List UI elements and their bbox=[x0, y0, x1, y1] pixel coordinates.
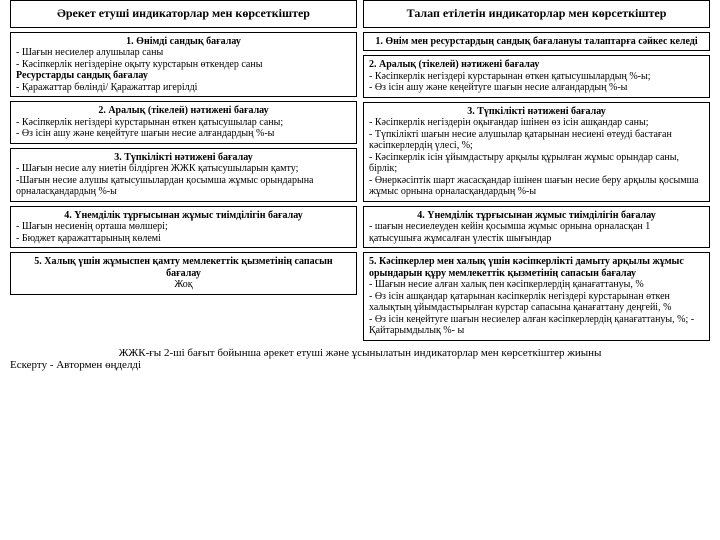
footer: ЖЖК-ғы 2-ші бағыт бойынша әрекет етуші ж… bbox=[10, 347, 710, 371]
right-box3-title: 3. Түпкілікті нәтижені бағалау bbox=[369, 106, 704, 118]
left-column: Әрекет етуші индикаторлар мен көрсеткішт… bbox=[10, 0, 357, 341]
text: -Шағын несие алушы қатысушылардан қосымш… bbox=[16, 175, 351, 198]
footer-note: Ескерту - Автормен өңделді bbox=[10, 359, 710, 371]
right-box-1: 1. Өнім мен ресурстардың сандық бағалану… bbox=[363, 32, 710, 52]
text: - Кәсіпкерлік ісін ұйымдастыру арқылы құ… bbox=[369, 152, 704, 175]
footer-main: ЖЖК-ғы 2-ші бағыт бойынша әрекет етуші ж… bbox=[10, 347, 710, 359]
right-box-4: 4. Үнемділік тұрғысынан жұмыс тиімділігі… bbox=[363, 206, 710, 249]
right-box-5: 5. Кәсіпкерлер мен халық үшін кәсіпкерлі… bbox=[363, 252, 710, 341]
left-box4-title: 4. Үнемділік тұрғысынан жұмыс тиімділігі… bbox=[16, 210, 351, 222]
left-box-4: 4. Үнемділік тұрғысынан жұмыс тиімділігі… bbox=[10, 206, 357, 249]
text: - Шағын несиенің орташа мөлшері; bbox=[16, 221, 351, 233]
right-box2-title: 2. Аралық (тікелей) нәтижені бағалау bbox=[369, 59, 704, 71]
text: - Өнеркәсіптік шарт жасасқандар ішінен ш… bbox=[369, 175, 704, 198]
text: - Бюджет қаражаттарының көлемі bbox=[16, 233, 351, 245]
left-box-1: 1. Өнімді сандық бағалау - Шағын несиеле… bbox=[10, 32, 357, 98]
text: - Кәсіпкерлік негіздері курстарынан өтке… bbox=[16, 117, 351, 129]
left-box1-title1: 1. Өнімді сандық бағалау bbox=[16, 36, 351, 48]
text: - Кәсіпкерлік негіздері курстарынан өтке… bbox=[369, 71, 704, 83]
right-box-2: 2. Аралық (тікелей) нәтижені бағалау - К… bbox=[363, 55, 710, 98]
left-box-3: 3. Түпкілікті нәтижені бағалау - Шағын н… bbox=[10, 148, 357, 202]
text: - шағын несиелеуден кейін қосымша жұмыс … bbox=[369, 221, 704, 244]
text: - Кәсіпкерлік негіздеріне оқыту курстары… bbox=[16, 59, 351, 71]
right-column: Талап етілетін индикаторлар мен көрсеткі… bbox=[363, 0, 710, 341]
right-box4-title: 4. Үнемділік тұрғысынан жұмыс тиімділігі… bbox=[369, 210, 704, 222]
text: - Өз ісін ашу және кеңейтуге шағын несие… bbox=[16, 128, 351, 140]
text: - Кәсіпкерлік негіздерін оқығандар ішіне… bbox=[369, 117, 704, 129]
text: - Шағын несие алу ниетін білдірген ЖЖК қ… bbox=[16, 163, 351, 175]
left-box2-title: 2. Аралық (тікелей) нәтижені бағалау bbox=[16, 105, 351, 117]
left-box1-title2: Ресурстарды сандық бағалау bbox=[16, 70, 351, 82]
right-box1-title: 1. Өнім мен ресурстардың сандық бағалану… bbox=[369, 36, 704, 48]
text: - Өз ісін кеңейтуге шағын несиелер алған… bbox=[369, 314, 704, 337]
right-header: Талап етілетін индикаторлар мен көрсеткі… bbox=[363, 0, 710, 28]
text: - Өз ісін ашу және кеңейтуге шағын несие… bbox=[369, 82, 704, 94]
text: Жоқ bbox=[16, 279, 351, 291]
text: - Қаражаттар бөлінді/ Қаражаттар игерілд… bbox=[16, 82, 351, 94]
left-box5-title: 5. Халық үшін жұмыспен қамту мемлекеттік… bbox=[16, 256, 351, 279]
text: - Түпкілікті шағын несие алушылар қатары… bbox=[369, 129, 704, 152]
left-box-2: 2. Аралық (тікелей) нәтижені бағалау - К… bbox=[10, 101, 357, 144]
text: - Шағын несие алған халық пен кәсіпкерле… bbox=[369, 279, 704, 291]
text: - Шағын несиелер алушылар саны bbox=[16, 47, 351, 59]
left-header: Әрекет етуші индикаторлар мен көрсеткішт… bbox=[10, 0, 357, 28]
left-box-5: 5. Халық үшін жұмыспен қамту мемлекеттік… bbox=[10, 252, 357, 295]
right-box5-title: 5. Кәсіпкерлер мен халық үшін кәсіпкерлі… bbox=[369, 256, 704, 279]
left-box3-title: 3. Түпкілікті нәтижені бағалау bbox=[16, 152, 351, 164]
text: - Өз ісін ашқандар қатарынан кәсіпкерлік… bbox=[369, 291, 704, 314]
right-box-3: 3. Түпкілікті нәтижені бағалау - Кәсіпке… bbox=[363, 102, 710, 202]
